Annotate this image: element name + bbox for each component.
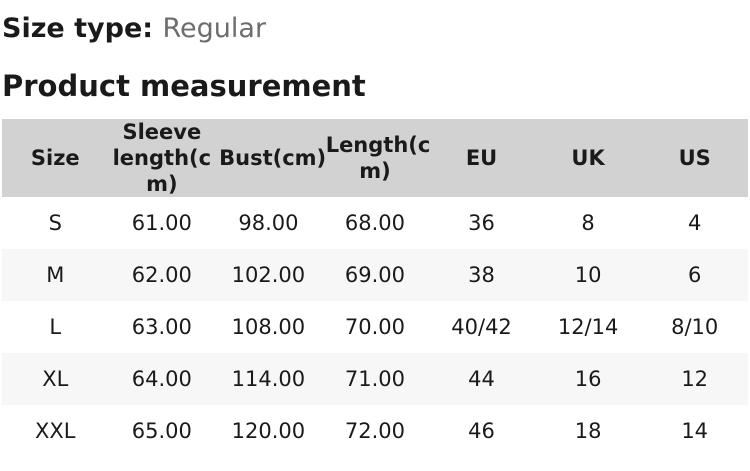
measurement-value-cell: 68.00 [344, 211, 406, 235]
measurement-value-cell: 8/10 [671, 315, 719, 339]
size-label-cell: XL [42, 367, 69, 391]
size-row-xxl: XXL 65.00 120.00 72.00 46 18 14 [2, 405, 748, 457]
measurement-table-body: S 61.00 98.00 68.00 36 8 4 M 62.00 102.00 69.00 38 1… [2, 197, 748, 457]
size-row-m: M 62.00 102.00 69.00 38 10 6 [2, 249, 748, 301]
size-row-s: S 61.00 98.00 68.00 36 8 4 [2, 197, 748, 249]
measurement-value-cell: 72.00 [344, 419, 406, 443]
column-header-line: length(c [112, 146, 212, 170]
size-row-xl: XL 64.00 114.00 71.00 44 16 12 [2, 353, 748, 405]
size-label-cell: L [49, 315, 62, 339]
section-title: Product measurement [2, 69, 366, 103]
column-header-line: Size [30, 146, 80, 170]
measurement-value-cell: 16 [574, 367, 602, 391]
measurement-value-cell: 64.00 [131, 367, 192, 391]
column-header-eu: EU [428, 119, 535, 197]
column-header-line: Bust(cm) [219, 146, 327, 170]
measurement-table-header-row: Size Sleeve length(c m) Bust(cm) Length(c m) EU… [2, 119, 748, 197]
size-label-cell: S [48, 211, 62, 235]
measurement-value-cell: 6 [688, 263, 702, 287]
size-label-cell: M [46, 263, 65, 287]
column-header-line: m) [359, 159, 391, 183]
product-measurement-section: Size type: Regular Product measurement S… [0, 13, 750, 457]
column-header-line: EU [465, 146, 498, 170]
column-header-sleeve-length-cm: Sleeve length(c m) [108, 119, 216, 197]
measurement-table: Size Sleeve length(c m) Bust(cm) Length(c m) EU… [2, 119, 748, 457]
measurement-value-cell: 46 [468, 419, 495, 443]
column-header-bust-cm: Bust(cm) [215, 119, 327, 197]
column-header-line: m) [146, 172, 178, 196]
measurement-value-cell: 18 [574, 419, 602, 443]
measurement-table-head: Size Sleeve length(c m) Bust(cm) Length(c m) EU… [2, 119, 748, 197]
size-type-label: Size type: [2, 13, 154, 44]
size-type-value: Regular [162, 13, 267, 44]
measurement-value-cell: 108.00 [231, 315, 306, 339]
measurement-value-cell: 44 [468, 367, 495, 391]
measurement-value-cell: 10 [574, 263, 602, 287]
measurement-value-cell: 38 [468, 263, 495, 287]
measurement-value-cell: 61.00 [131, 211, 192, 235]
measurement-value-cell: 114.00 [231, 367, 306, 391]
column-header-line: UK [571, 146, 605, 170]
column-header-uk: UK [534, 119, 642, 197]
column-header-length-cm: Length(c m) [321, 119, 431, 197]
measurement-value-cell: 63.00 [131, 315, 192, 339]
measurement-value-cell: 8 [581, 211, 595, 235]
column-header-us: US [641, 119, 748, 197]
column-header-line: US [678, 146, 711, 170]
measurement-value-cell: 40/42 [451, 315, 512, 339]
measurement-value-cell: 120.00 [231, 419, 306, 443]
measurement-value-cell: 12 [681, 367, 709, 391]
size-label-cell: XXL [35, 419, 76, 443]
measurement-value-cell: 70.00 [344, 315, 406, 339]
measurement-value-cell: 14 [681, 419, 709, 443]
measurement-value-cell: 4 [688, 211, 702, 235]
measurement-value-cell: 71.00 [344, 367, 406, 391]
measurement-value-cell: 62.00 [131, 263, 192, 287]
measurement-value-cell: 69.00 [344, 263, 406, 287]
measurement-value-cell: 98.00 [238, 211, 299, 235]
measurement-value-cell: 36 [468, 211, 495, 235]
column-header-line: Length(c [325, 133, 431, 157]
size-type-line: Size type: Regular [2, 13, 748, 45]
measurement-value-cell: 65.00 [131, 419, 192, 443]
column-header-line: Sleeve [122, 120, 202, 144]
column-header-size: Size [2, 119, 109, 197]
size-row-l: L 63.00 108.00 70.00 40/42 12/14 8/10 [2, 301, 748, 353]
measurement-value-cell: 12/14 [557, 315, 619, 339]
measurement-value-cell: 102.00 [231, 263, 306, 287]
